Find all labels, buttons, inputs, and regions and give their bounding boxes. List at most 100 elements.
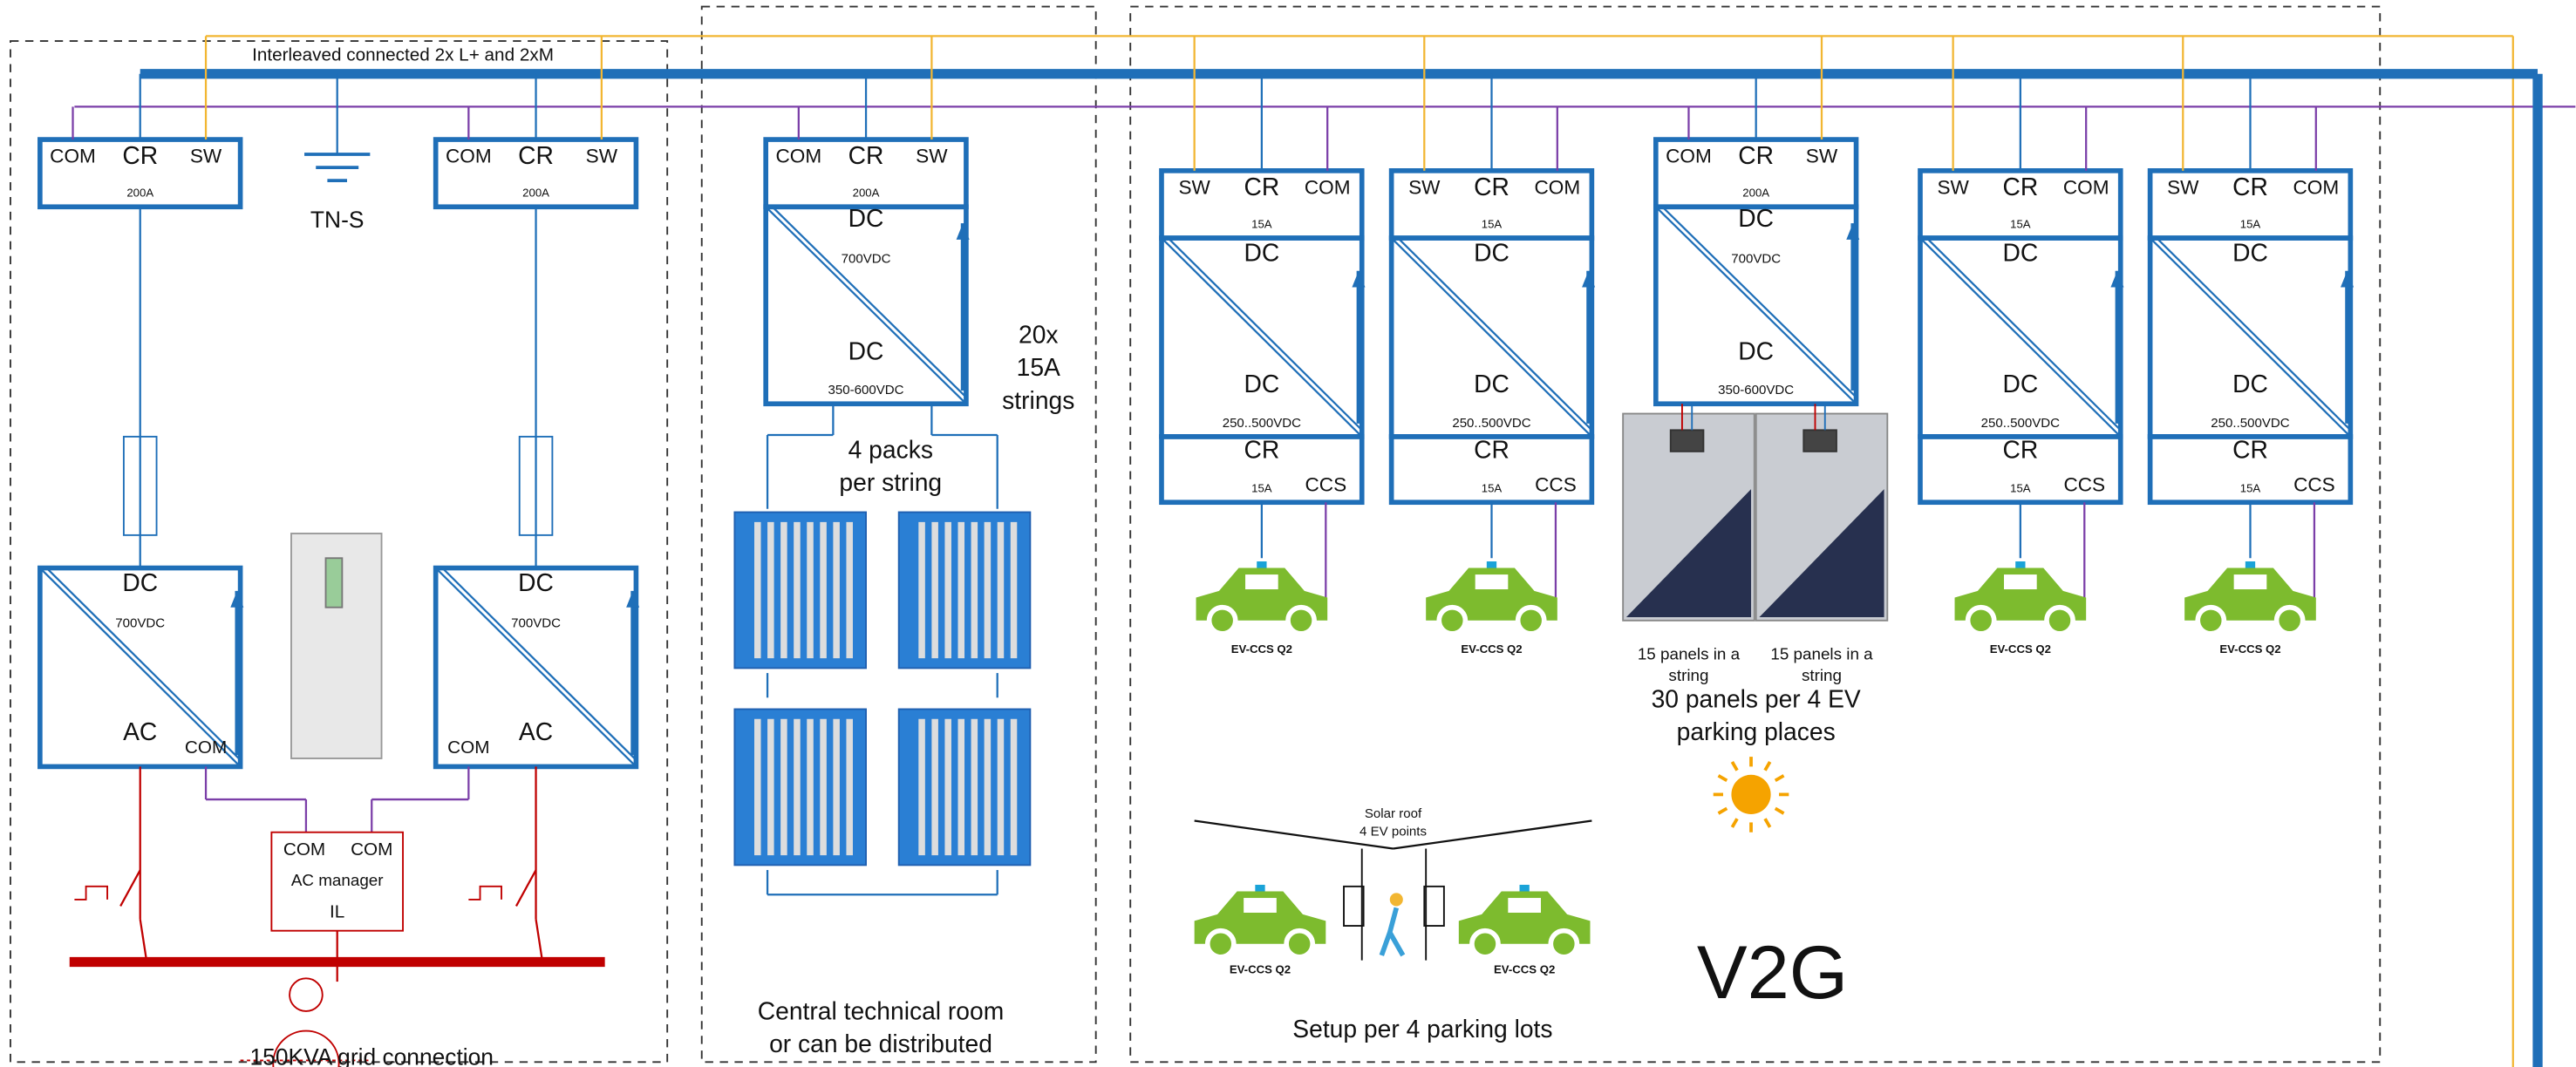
car-window xyxy=(1244,898,1277,913)
dc-label: DC xyxy=(2232,370,2268,398)
wire xyxy=(516,870,536,906)
port-label: SW xyxy=(1937,177,1969,199)
car-window xyxy=(1245,574,1278,589)
dc-label: DC xyxy=(1474,370,1509,398)
port-label: CR xyxy=(518,141,554,169)
rating: 200A xyxy=(853,187,880,200)
strings-label: 15A xyxy=(1017,353,1060,381)
breaker xyxy=(468,887,501,900)
wire xyxy=(766,207,966,404)
port-label: SW xyxy=(1178,177,1210,199)
string-label: string xyxy=(1802,666,1842,684)
sun-ray xyxy=(1775,776,1784,781)
wire xyxy=(536,920,543,962)
port-label: SW xyxy=(916,146,948,167)
car-label: EV-CCS Q2 xyxy=(1231,642,1292,656)
car-label: EV-CCS Q2 xyxy=(1494,962,1555,975)
wire xyxy=(1169,238,1362,430)
dc-label: DC xyxy=(1244,370,1279,398)
strings-label: 20x xyxy=(1019,320,1059,348)
roof-label: 4 EV points xyxy=(1360,825,1427,839)
port-label: CCS xyxy=(1535,473,1577,495)
junction-box xyxy=(1803,430,1837,451)
port-label: SW xyxy=(1806,146,1838,167)
voltage: 700VDC xyxy=(1731,252,1781,267)
car-window xyxy=(1508,898,1541,913)
setup-label: Setup per 4 parking lots xyxy=(1292,1015,1552,1043)
wire xyxy=(1920,238,2121,437)
rating: 15A xyxy=(1251,217,1272,230)
rating: 200A xyxy=(126,187,153,200)
room-label: or can be distributed xyxy=(769,1030,992,1057)
port-label: CR xyxy=(1738,141,1774,169)
port-label: COM xyxy=(283,839,325,860)
voltage: 700VDC xyxy=(511,616,561,631)
port-label: CR xyxy=(1244,435,1279,463)
wheel xyxy=(2047,608,2073,634)
rating: 200A xyxy=(522,187,549,200)
dc-label: DC xyxy=(122,568,158,596)
car-light xyxy=(1520,885,1530,892)
sun-ray xyxy=(1775,808,1784,813)
dc-label: DC xyxy=(1738,336,1774,364)
wheel xyxy=(1208,931,1234,957)
wire xyxy=(1656,207,1857,404)
wheel xyxy=(1968,608,1994,634)
wire xyxy=(1662,207,1856,397)
rating: 15A xyxy=(2240,482,2261,495)
port-label: COM xyxy=(1666,146,1712,167)
port-label: CR xyxy=(2232,435,2268,463)
wire xyxy=(2150,238,2351,437)
car-light xyxy=(1257,561,1266,568)
manager-code: IL xyxy=(330,901,344,921)
diagram: Interleaved connected 2x L+ and 2xM TN-S C… xyxy=(0,0,2576,1067)
voltage: 250..500VDC xyxy=(1981,416,2060,431)
voltage: 350-600VDC xyxy=(1718,383,1794,398)
person xyxy=(1390,893,1403,906)
rating: 200A xyxy=(1742,187,1769,200)
port-label: CR xyxy=(1474,435,1509,463)
port-label: CR xyxy=(2002,435,2038,463)
wire xyxy=(2157,238,2350,430)
car-window xyxy=(1475,574,1509,589)
rating: 15A xyxy=(1482,217,1503,230)
car-label: EV-CCS Q2 xyxy=(1990,642,2051,656)
voltage: 700VDC xyxy=(115,616,165,631)
wheel xyxy=(1439,608,1465,634)
port-label: COM xyxy=(50,146,96,167)
port-label: CCS xyxy=(2063,473,2105,495)
person-body xyxy=(1381,907,1402,955)
bus-label: Interleaved connected 2x L+ and 2xM xyxy=(252,44,554,65)
rating: 15A xyxy=(1251,482,1272,495)
roof-label: Solar roof xyxy=(1365,806,1422,821)
earthing-label: TN-S xyxy=(310,207,365,233)
ac-label: AC xyxy=(519,717,553,745)
junction-box xyxy=(1671,430,1704,451)
port-label: SW xyxy=(190,146,222,167)
grid-label: 150KVA grid connection xyxy=(250,1044,494,1067)
port-label: COM xyxy=(2063,177,2109,199)
manager-label: AC manager xyxy=(291,871,384,889)
dc-label: DC xyxy=(1738,204,1774,232)
ac-label: AC xyxy=(123,717,157,745)
wire xyxy=(1398,238,1591,430)
voltage: 250..500VDC xyxy=(2211,416,2289,431)
wheel xyxy=(1550,931,1577,957)
wire xyxy=(773,207,966,397)
wire xyxy=(1392,238,1592,437)
dc-label: DC xyxy=(1244,238,1279,266)
string-label: string xyxy=(1668,666,1708,684)
port-label: CR xyxy=(1474,173,1509,200)
wire xyxy=(120,870,140,906)
rating: 15A xyxy=(2010,482,2031,495)
gate xyxy=(1424,887,1444,926)
voltage: 700VDC xyxy=(842,252,891,267)
page: {"bus_label":"Interleaved connected 2x L… xyxy=(0,0,2576,1067)
rating: 15A xyxy=(2240,217,2261,230)
string-label: 15 panels in a xyxy=(1770,644,1873,663)
rating: 15A xyxy=(2010,217,2031,230)
dc-label: DC xyxy=(848,336,884,364)
dc-label: DC xyxy=(848,204,884,232)
port-label: COM xyxy=(446,146,492,167)
sun-ray xyxy=(1732,762,1737,771)
